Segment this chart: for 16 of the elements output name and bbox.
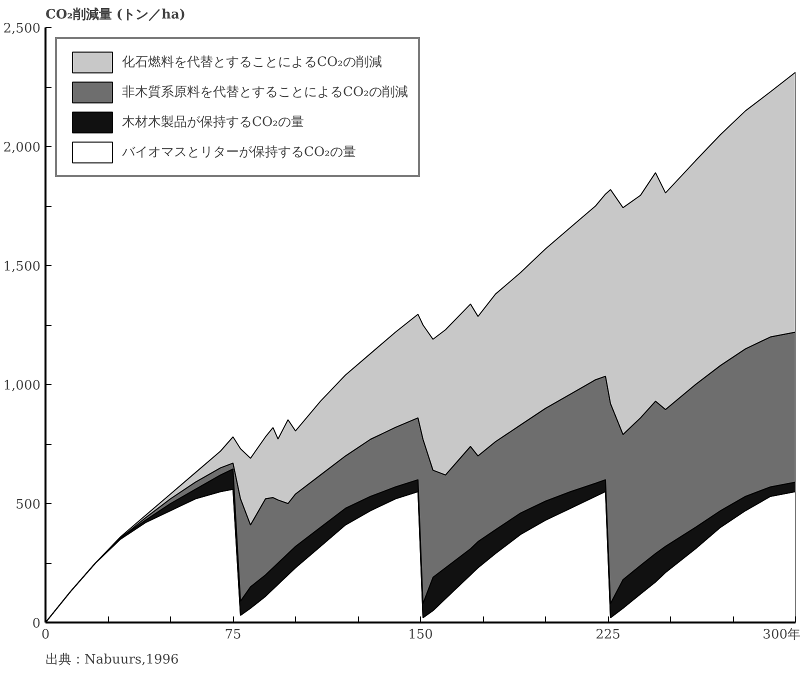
source-note: 出典：Nabuurs,1996 — [46, 652, 179, 668]
y-tick-label: 500 — [16, 498, 41, 512]
legend-label: 木材木製品が保持するCO₂の量 — [122, 114, 304, 131]
y-tick-label: 1,500 — [3, 260, 40, 274]
legend-label: バイオマスとリターが保持するCO₂の量 — [122, 144, 356, 161]
x-tick-label: 300年 — [762, 628, 801, 642]
x-tick-label: 75 — [224, 628, 242, 642]
legend-label: 化石燃料を代替とすることによるCO₂の削減 — [122, 54, 382, 71]
x-tick-label: 150 — [408, 628, 433, 642]
y-tick-label: 0 — [32, 616, 41, 632]
legend-label: 非木質系原料を代替とすることによるCO₂の削減 — [122, 84, 408, 101]
y-axis-title: CO₂削減量 (トン／ha) — [46, 8, 186, 22]
y-tick-label: 1,000 — [3, 378, 40, 394]
y-tick-label: 2,000 — [3, 140, 40, 156]
x-tick-label: 225 — [596, 628, 620, 642]
y-tick-label: 2,500 — [3, 22, 40, 36]
